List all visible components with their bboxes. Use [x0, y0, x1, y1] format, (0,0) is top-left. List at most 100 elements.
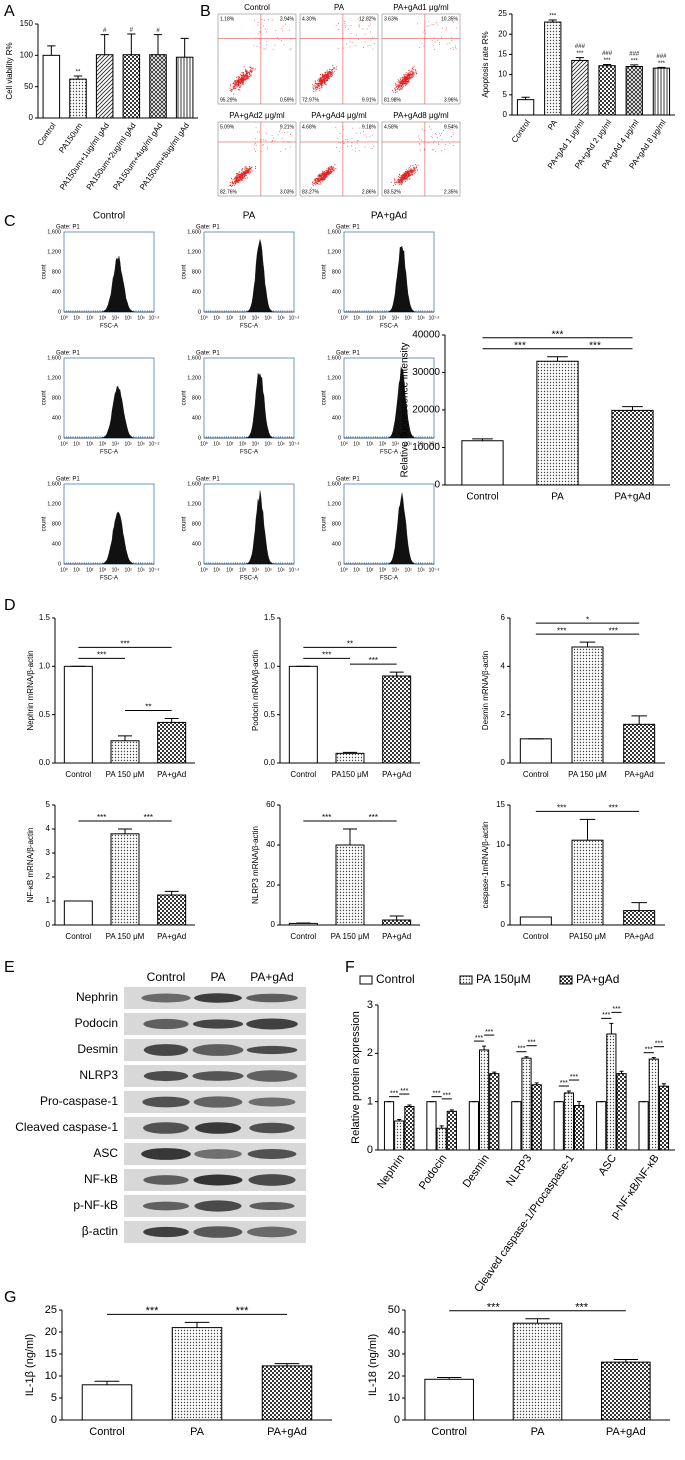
gate-label: Gate: P1: [56, 351, 80, 357]
dot: [240, 175, 241, 177]
dot: [411, 75, 413, 77]
dot: [247, 75, 249, 77]
blot-row-label: Cleaved caspase-1: [15, 1120, 118, 1134]
dot: [319, 87, 320, 89]
dot: [244, 75, 246, 77]
x-tick-label: 10¹: [213, 567, 221, 573]
dot: [407, 75, 409, 77]
x-tick-label: 10²: [86, 315, 94, 321]
dot: [248, 77, 250, 79]
blot-band: [143, 1018, 189, 1030]
x-tick-label: 10⁴: [112, 441, 120, 447]
dot: [244, 174, 246, 176]
dot: [314, 183, 316, 185]
dot: [401, 182, 403, 184]
dot: [326, 77, 328, 79]
quadrant-percent: 4.30%: [302, 16, 317, 22]
dot: [391, 181, 393, 183]
dot: [333, 68, 335, 69]
dot: [236, 178, 238, 180]
dot: [249, 166, 251, 167]
dot: [404, 76, 406, 78]
dot: [404, 176, 406, 178]
dot: [248, 170, 250, 172]
error-bar: [118, 735, 132, 741]
x-tick-label: PA150um+4ug/ml gAd: [111, 121, 164, 191]
comparison-label: ***: [369, 656, 378, 665]
dot: [408, 167, 410, 169]
dot: [401, 80, 403, 82]
x-tick-label: 10⁰: [200, 441, 208, 447]
dot: [262, 144, 264, 146]
dot: [246, 74, 247, 76]
dot: [243, 72, 244, 74]
dot: [327, 72, 329, 74]
error-bar: [397, 1119, 402, 1121]
dot: [320, 78, 321, 80]
histogram: [344, 245, 434, 313]
dot: [424, 29, 425, 31]
dot: [323, 173, 325, 175]
dot: [404, 83, 406, 85]
dot: [354, 150, 356, 152]
dot: [232, 88, 234, 90]
bar: [69, 78, 87, 119]
dot: [418, 135, 420, 137]
dot: [322, 81, 324, 83]
dot: [255, 138, 256, 140]
dot: [313, 182, 315, 184]
error-bar: [389, 915, 404, 920]
dot: [372, 48, 374, 50]
dot: [411, 72, 413, 74]
dot: [327, 74, 329, 76]
dot: [329, 166, 331, 168]
dot: [243, 74, 245, 76]
x-tick-label: 10³: [99, 315, 107, 321]
bar: [574, 1105, 585, 1151]
dot: [240, 82, 242, 84]
dot: [238, 76, 240, 78]
dot: [346, 25, 348, 27]
dot: [394, 87, 396, 89]
dot: [405, 82, 407, 84]
dot: [265, 48, 267, 50]
dot: [450, 129, 452, 131]
dot: [330, 172, 331, 174]
dot: [406, 74, 408, 76]
y-axis-label: count: [322, 516, 328, 531]
y-tick-label: 1,600: [327, 229, 341, 235]
y-axis-label: count: [42, 390, 48, 405]
dot: [412, 174, 414, 176]
dot: [255, 150, 256, 152]
histogram-frame: [63, 357, 155, 439]
dot: [324, 72, 326, 74]
dot: [242, 75, 243, 77]
dot: [406, 82, 408, 84]
dot: [318, 179, 320, 181]
dot: [260, 139, 262, 141]
x-tick-label: PA 150 μM: [331, 932, 370, 941]
dot: [403, 175, 405, 177]
x-tick-label: ASC: [596, 1152, 619, 1177]
dot: [239, 179, 241, 181]
y-tick-label: 10: [388, 1392, 400, 1404]
plot-title: Control: [244, 3, 270, 12]
dot: [408, 81, 410, 82]
panel-label: A: [4, 3, 15, 20]
dot: [242, 81, 244, 82]
dot: [329, 72, 331, 74]
dot: [394, 182, 395, 184]
dot: [409, 170, 411, 172]
dot: [405, 84, 407, 86]
bar: [288, 665, 318, 764]
dot: [246, 171, 248, 173]
y-tick-label: 3: [367, 999, 373, 1011]
dot: [333, 67, 335, 69]
dot: [417, 23, 418, 25]
dot: [237, 180, 239, 182]
dot: [237, 181, 239, 183]
dot: [247, 75, 249, 76]
error-bar: [118, 828, 132, 834]
dot: [316, 83, 318, 85]
dot: [435, 151, 437, 153]
